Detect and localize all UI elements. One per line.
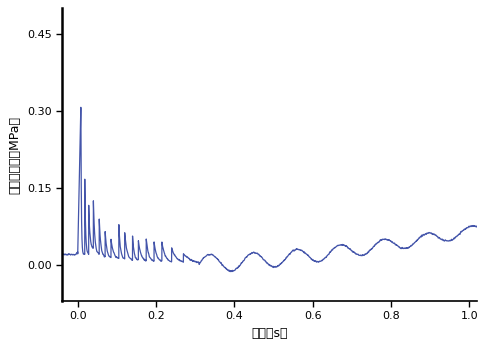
X-axis label: 时间（s）: 时间（s） [251, 327, 288, 340]
Y-axis label: 准静态压力（MPa）: 准静态压力（MPa） [8, 116, 21, 193]
